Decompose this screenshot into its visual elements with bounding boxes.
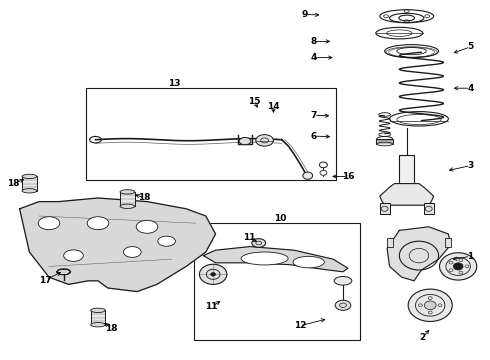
Text: 18: 18 (105, 324, 118, 333)
Text: 16: 16 (342, 172, 354, 181)
Ellipse shape (158, 236, 175, 246)
Ellipse shape (120, 190, 135, 194)
Ellipse shape (22, 189, 37, 193)
Text: 4: 4 (310, 53, 317, 62)
Ellipse shape (239, 138, 251, 145)
Ellipse shape (335, 300, 351, 310)
Bar (91, 310, 105, 325)
Bar (376, 139, 393, 144)
Text: 6: 6 (311, 132, 317, 140)
Ellipse shape (377, 142, 392, 146)
Ellipse shape (87, 217, 109, 230)
Text: 18: 18 (138, 194, 151, 202)
Bar (424, 203, 434, 214)
Text: 12: 12 (294, 321, 306, 330)
Polygon shape (387, 227, 451, 281)
Polygon shape (203, 247, 348, 272)
Bar (445, 238, 451, 247)
Polygon shape (380, 184, 434, 205)
Ellipse shape (120, 204, 135, 208)
Ellipse shape (408, 289, 452, 321)
Text: 13: 13 (168, 79, 180, 88)
Ellipse shape (38, 217, 60, 230)
Ellipse shape (453, 263, 463, 270)
Bar (194, 223, 360, 340)
Bar (399, 155, 414, 184)
Text: 11: 11 (243, 233, 255, 242)
Text: 2: 2 (419, 333, 425, 342)
Bar (22, 176, 37, 191)
Ellipse shape (319, 162, 327, 168)
Text: 5: 5 (467, 42, 473, 51)
Ellipse shape (303, 172, 313, 179)
Text: 10: 10 (274, 214, 287, 223)
Text: 7: 7 (310, 111, 317, 120)
Ellipse shape (91, 308, 105, 312)
Bar (120, 192, 135, 206)
Text: 9: 9 (301, 10, 308, 19)
Text: 11: 11 (205, 302, 218, 311)
Ellipse shape (136, 220, 158, 233)
Polygon shape (20, 198, 216, 292)
Ellipse shape (256, 135, 273, 146)
Text: 4: 4 (467, 84, 474, 93)
Text: 8: 8 (311, 37, 317, 46)
Ellipse shape (199, 264, 227, 284)
Ellipse shape (320, 170, 327, 175)
Ellipse shape (91, 323, 105, 327)
Text: 17: 17 (39, 276, 52, 284)
Text: 14: 14 (267, 102, 280, 111)
Ellipse shape (123, 247, 141, 257)
Text: 3: 3 (467, 161, 473, 170)
Text: 15: 15 (247, 97, 260, 106)
Bar (380, 203, 390, 214)
Ellipse shape (211, 273, 216, 276)
Ellipse shape (22, 174, 37, 179)
Ellipse shape (440, 253, 477, 280)
Ellipse shape (64, 250, 83, 261)
Ellipse shape (241, 252, 288, 265)
Ellipse shape (293, 256, 324, 268)
Bar (387, 238, 393, 247)
Ellipse shape (334, 276, 352, 285)
Ellipse shape (252, 239, 266, 247)
Bar (86, 88, 336, 180)
Ellipse shape (424, 301, 436, 310)
Text: 18: 18 (7, 179, 20, 188)
Text: 1: 1 (467, 252, 473, 261)
